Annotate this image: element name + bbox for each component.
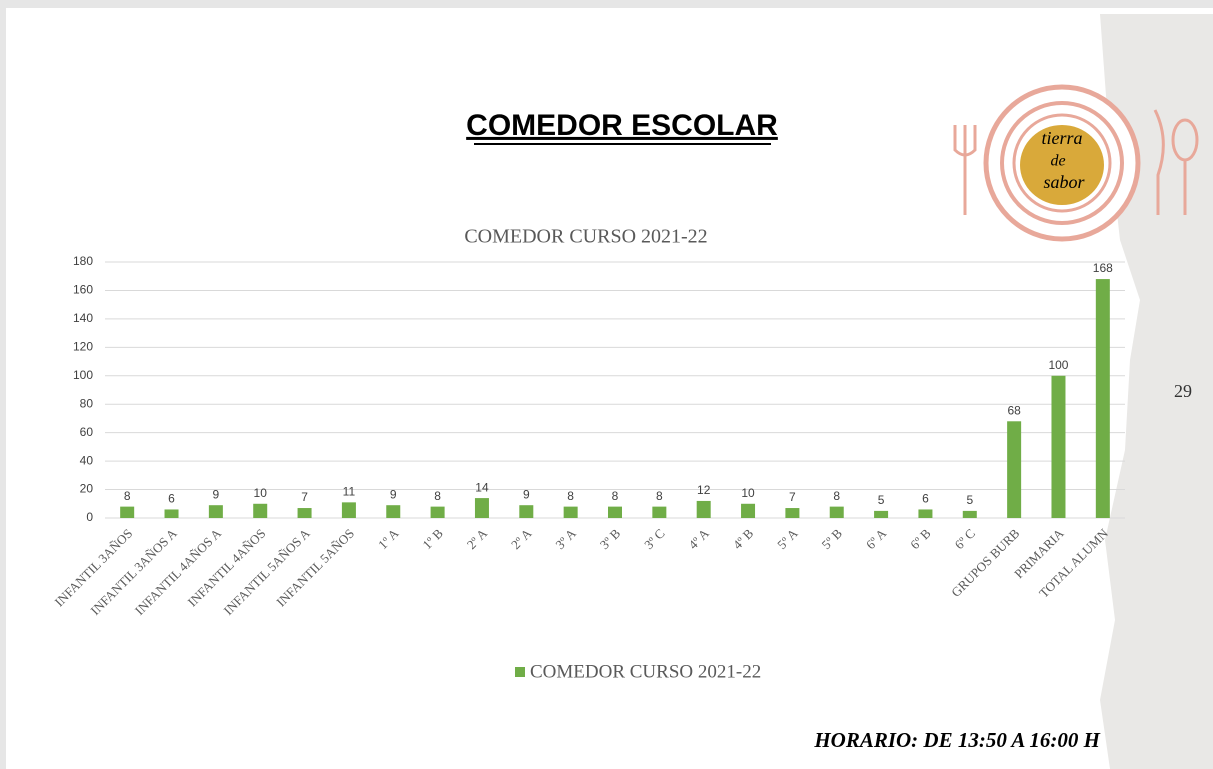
logo-ring — [1000, 101, 1124, 225]
footer: HORARIO: DE 13:50 A 16:00 H — [813, 728, 1100, 752]
y-tick-label: 160 — [73, 283, 93, 297]
data-label: 168 — [1093, 261, 1113, 275]
bar — [696, 500, 711, 518]
bar — [474, 498, 489, 518]
data-label: 14 — [475, 480, 489, 494]
data-label: 12 — [697, 483, 711, 497]
legend-label: COMEDOR CURSO 2021-22 — [530, 661, 761, 682]
data-label: 11 — [343, 485, 356, 499]
y-tick-label: 180 — [73, 254, 93, 268]
page-number: 29 — [1174, 381, 1192, 401]
bar — [164, 509, 179, 518]
bar — [918, 509, 933, 518]
bar — [430, 506, 445, 518]
data-label: 10 — [254, 486, 268, 500]
y-tick-label: 100 — [73, 368, 93, 382]
data-label: 6 — [168, 492, 175, 506]
data-label: 8 — [656, 489, 663, 503]
bar — [652, 506, 667, 518]
bar — [1095, 279, 1110, 518]
logo-text: sabor — [1043, 172, 1085, 192]
data-label: 9 — [213, 487, 220, 501]
bar — [519, 505, 534, 518]
bar — [1051, 375, 1066, 518]
bar — [741, 503, 756, 518]
logo: tierra de sabor — [953, 84, 1199, 242]
data-label: 7 — [789, 490, 796, 504]
logo-fork — [953, 125, 977, 215]
data-label: 5 — [966, 493, 973, 507]
data-label: 8 — [434, 489, 441, 503]
y-tick-label: 80 — [80, 396, 94, 410]
data-label: 5 — [878, 493, 885, 507]
data-label: 10 — [741, 486, 755, 500]
bar — [1007, 421, 1022, 518]
data-label: 8 — [124, 489, 131, 503]
bar — [874, 510, 889, 518]
bar — [962, 510, 977, 518]
bar — [297, 508, 312, 518]
logo-ring — [1012, 113, 1112, 213]
chart-title: COMEDOR CURSO 2021-22 — [464, 226, 707, 248]
data-label: 9 — [523, 487, 530, 501]
data-label: 8 — [612, 489, 619, 503]
data-label: 9 — [390, 487, 397, 501]
y-tick-label: 120 — [73, 340, 93, 354]
bar — [785, 508, 800, 518]
y-tick-label: 0 — [86, 510, 93, 524]
bar — [253, 503, 268, 518]
y-tick-label: 140 — [73, 311, 93, 325]
bar — [386, 505, 401, 518]
slide-title: COMEDOR ESCOLAR — [466, 109, 778, 142]
logo-text: tierra — [1041, 128, 1082, 148]
data-label: 100 — [1048, 358, 1068, 372]
data-label: 8 — [567, 489, 574, 503]
bar — [208, 505, 223, 518]
y-tick-label: 40 — [80, 453, 94, 467]
logo-knife — [1153, 109, 1165, 215]
data-label: 8 — [833, 489, 840, 503]
bar — [829, 506, 844, 518]
bar — [120, 506, 135, 518]
bar — [608, 506, 622, 518]
data-label: 7 — [301, 490, 308, 504]
y-tick-label: 60 — [80, 425, 94, 439]
bar — [563, 506, 578, 518]
logo-text: de — [1050, 153, 1065, 170]
legend-swatch — [515, 667, 525, 677]
y-tick-label: 20 — [80, 482, 94, 496]
logo-blob — [1020, 125, 1104, 205]
data-label: 6 — [922, 492, 929, 506]
bar — [341, 502, 356, 518]
data-label: 68 — [1007, 403, 1021, 417]
